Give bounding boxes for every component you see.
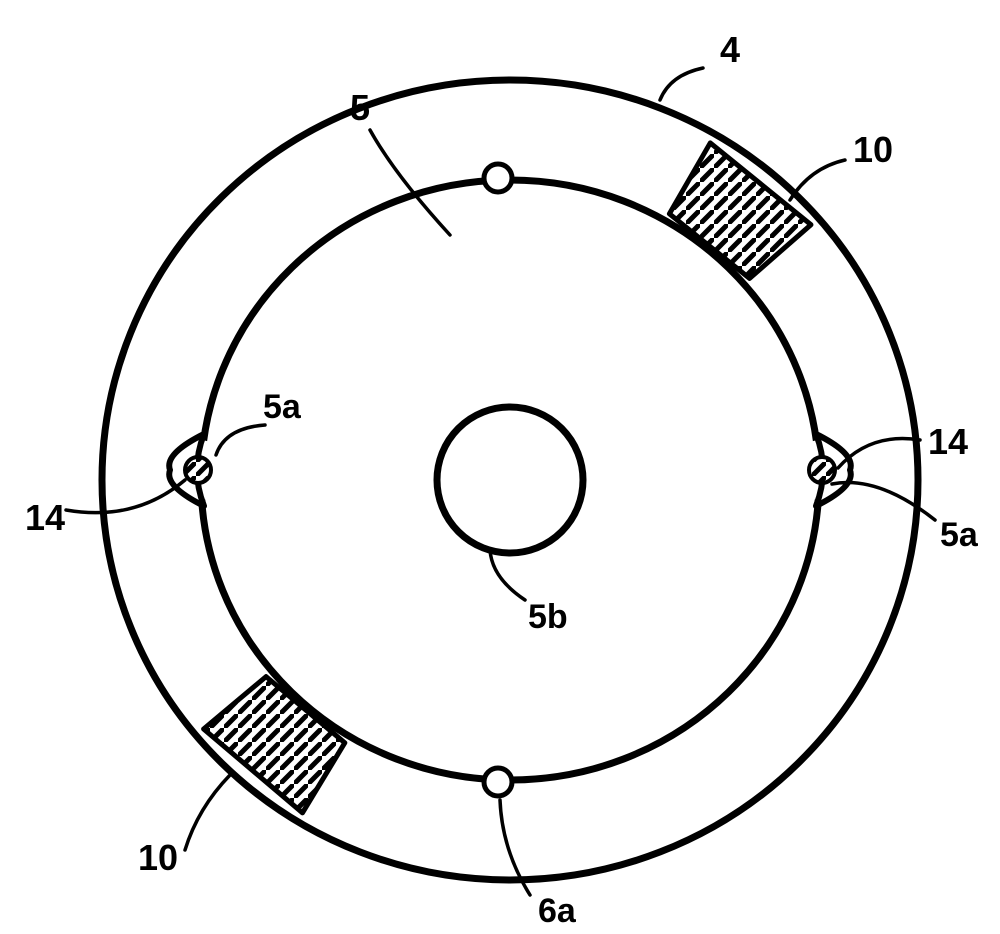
diagram-svg: 4 5 10 10 5a 5a 14 14 5b 6a xyxy=(0,0,1000,934)
left-notch-pin xyxy=(185,457,211,483)
label-4: 4 xyxy=(720,29,740,70)
label-10-tr: 10 xyxy=(853,129,893,170)
label-14-left: 14 xyxy=(25,497,65,538)
right-notch-pin xyxy=(809,457,835,483)
top-dot xyxy=(484,164,512,192)
label-5b: 5b xyxy=(528,598,568,636)
label-5a-left: 5a xyxy=(263,388,302,426)
label-14-right: 14 xyxy=(928,421,968,462)
label-5a-right: 5a xyxy=(940,516,979,554)
bottom-dot xyxy=(484,768,512,796)
label-10-bl: 10 xyxy=(138,837,178,878)
label-5: 5 xyxy=(350,87,370,128)
label-6a: 6a xyxy=(538,892,577,930)
